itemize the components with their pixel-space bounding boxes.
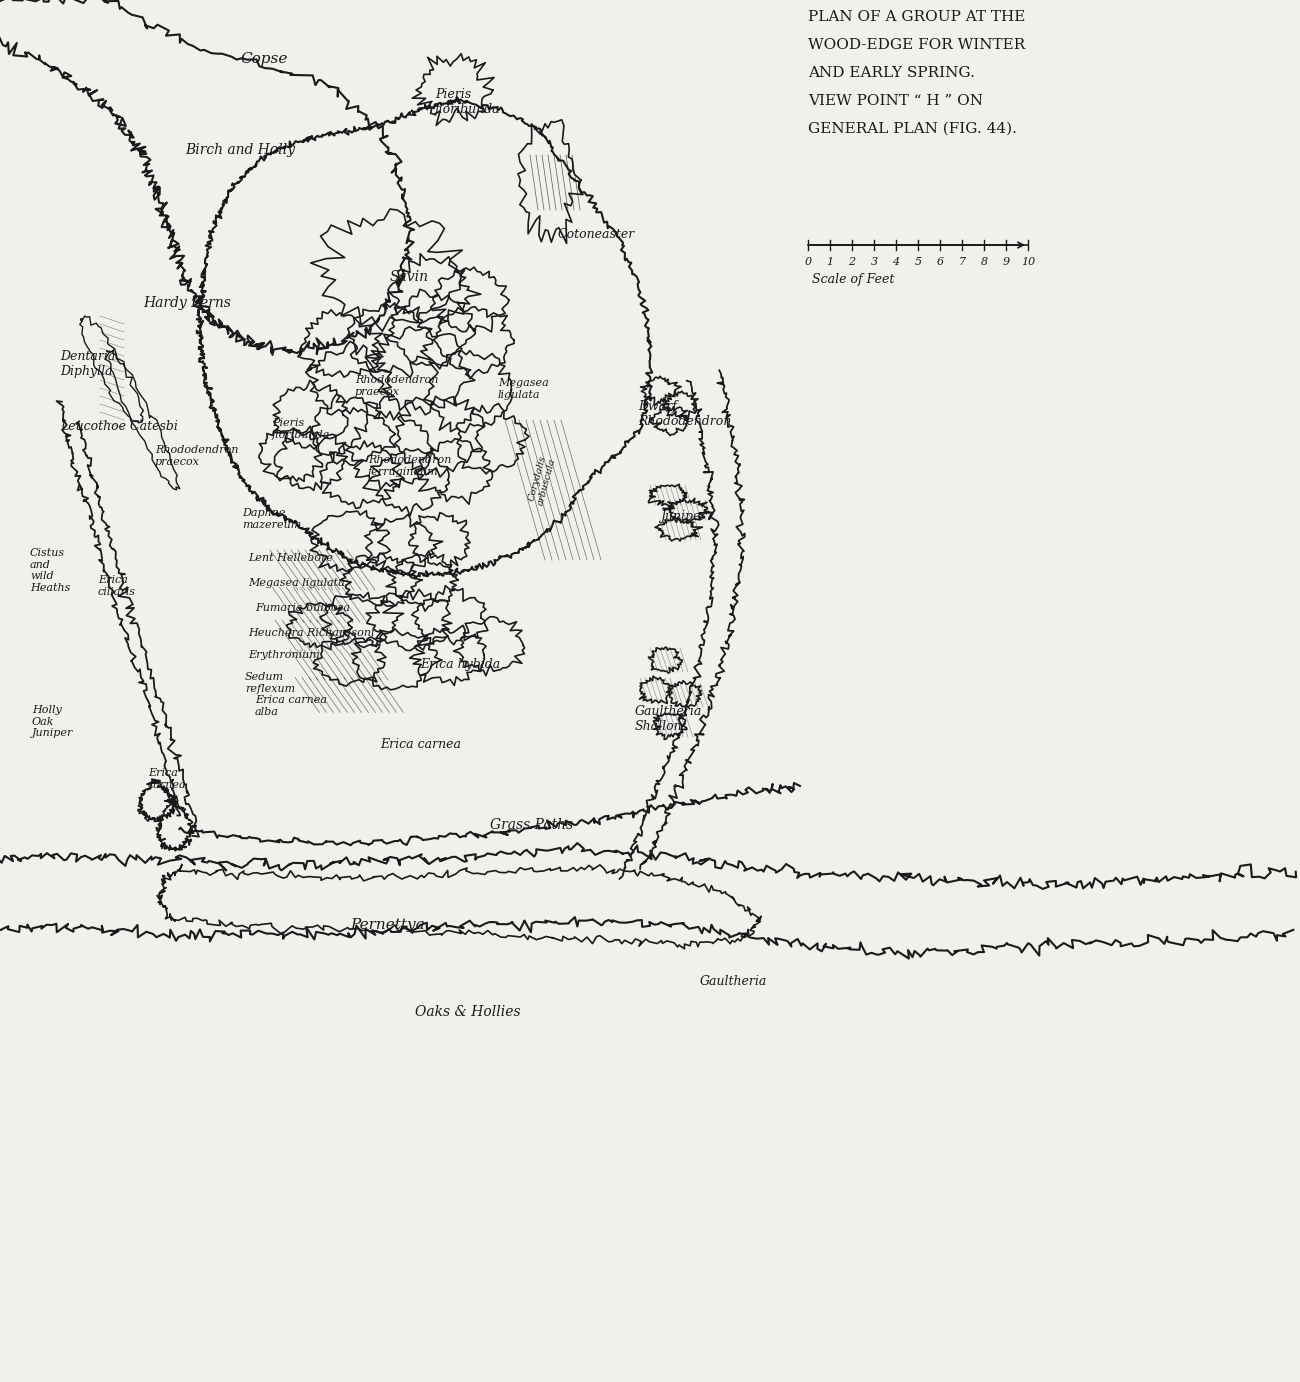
Text: Grass Paths: Grass Paths <box>490 818 573 832</box>
Text: Rhododendron
praecox: Rhododendron praecox <box>155 445 238 467</box>
Text: Sedum
reflexum: Sedum reflexum <box>244 672 295 694</box>
Text: 5: 5 <box>914 257 922 267</box>
Text: 6: 6 <box>936 257 944 267</box>
Text: Erythronium: Erythronium <box>248 650 320 661</box>
Text: Erica
ciliaris: Erica ciliaris <box>98 575 136 597</box>
Text: Erica carnea: Erica carnea <box>380 738 462 750</box>
Text: Pieris
floribunda: Pieris floribunda <box>436 88 500 116</box>
Text: Fumaria bulbosa: Fumaria bulbosa <box>255 603 350 614</box>
Text: Heuchera Richardsoni: Heuchera Richardsoni <box>248 627 374 638</box>
Text: Holly
Oak
Juniper: Holly Oak Juniper <box>32 705 73 738</box>
Text: Erica
carnea: Erica carnea <box>148 768 187 789</box>
Text: 10: 10 <box>1020 257 1035 267</box>
Text: Oaks & Hollies: Oaks & Hollies <box>415 1005 520 1019</box>
Text: 4: 4 <box>892 257 900 267</box>
Text: 2: 2 <box>849 257 855 267</box>
Text: Dentaria
Diphylla: Dentaria Diphylla <box>60 350 116 379</box>
Text: AND EARLY SPRING.: AND EARLY SPRING. <box>809 66 975 80</box>
Text: Pernettya: Pernettya <box>350 918 425 931</box>
Text: GENERAL PLAN (FIG. 44).: GENERAL PLAN (FIG. 44). <box>809 122 1017 135</box>
Text: Dwarf
Rhododendron: Dwarf Rhododendron <box>638 399 731 428</box>
Text: Cistus
and
wild
Heaths: Cistus and wild Heaths <box>30 549 70 593</box>
Text: 8: 8 <box>980 257 988 267</box>
Text: Daphne
mazereum: Daphne mazereum <box>242 509 302 529</box>
Text: 3: 3 <box>871 257 878 267</box>
Text: Lent Hellebore: Lent Hellebore <box>248 553 333 562</box>
Text: Cotoneaster: Cotoneaster <box>558 228 636 240</box>
Text: Rhododendron
praecox: Rhododendron praecox <box>355 375 438 397</box>
Text: Corydalis
arbuscula: Corydalis arbuscula <box>526 453 558 506</box>
Text: Erica hybida: Erica hybida <box>420 658 500 672</box>
Text: Birch and Holly: Birch and Holly <box>185 142 295 158</box>
Text: Megasea ligulata: Megasea ligulata <box>248 578 344 587</box>
Text: Rhododendron
ferrugineum: Rhododendron ferrugineum <box>368 455 451 477</box>
Text: Gaultheria
Shallon: Gaultheria Shallon <box>634 705 702 732</box>
Text: Copse: Copse <box>240 53 287 66</box>
Text: Juniper: Juniper <box>660 510 706 522</box>
Text: 0: 0 <box>805 257 811 267</box>
Text: Erica carnea
alba: Erica carnea alba <box>255 695 328 717</box>
Text: Megasea
ligulata: Megasea ligulata <box>498 379 549 399</box>
Text: PLAN OF A GROUP AT THE: PLAN OF A GROUP AT THE <box>809 10 1026 23</box>
Text: Gaultheria: Gaultheria <box>699 974 767 988</box>
Text: Savin: Savin <box>390 269 429 283</box>
Text: 1: 1 <box>827 257 833 267</box>
Text: VIEW POINT “ H ” ON: VIEW POINT “ H ” ON <box>809 94 983 108</box>
Text: 9: 9 <box>1002 257 1010 267</box>
Text: Pieris
floribunda: Pieris floribunda <box>272 417 330 439</box>
Text: WOOD-EDGE FOR WINTER: WOOD-EDGE FOR WINTER <box>809 37 1026 53</box>
Text: Hardy Ferns: Hardy Ferns <box>143 296 231 310</box>
Text: Leucothoe Catesbi: Leucothoe Catesbi <box>60 420 178 433</box>
Text: 7: 7 <box>958 257 966 267</box>
Text: Scale of Feet: Scale of Feet <box>812 274 894 286</box>
